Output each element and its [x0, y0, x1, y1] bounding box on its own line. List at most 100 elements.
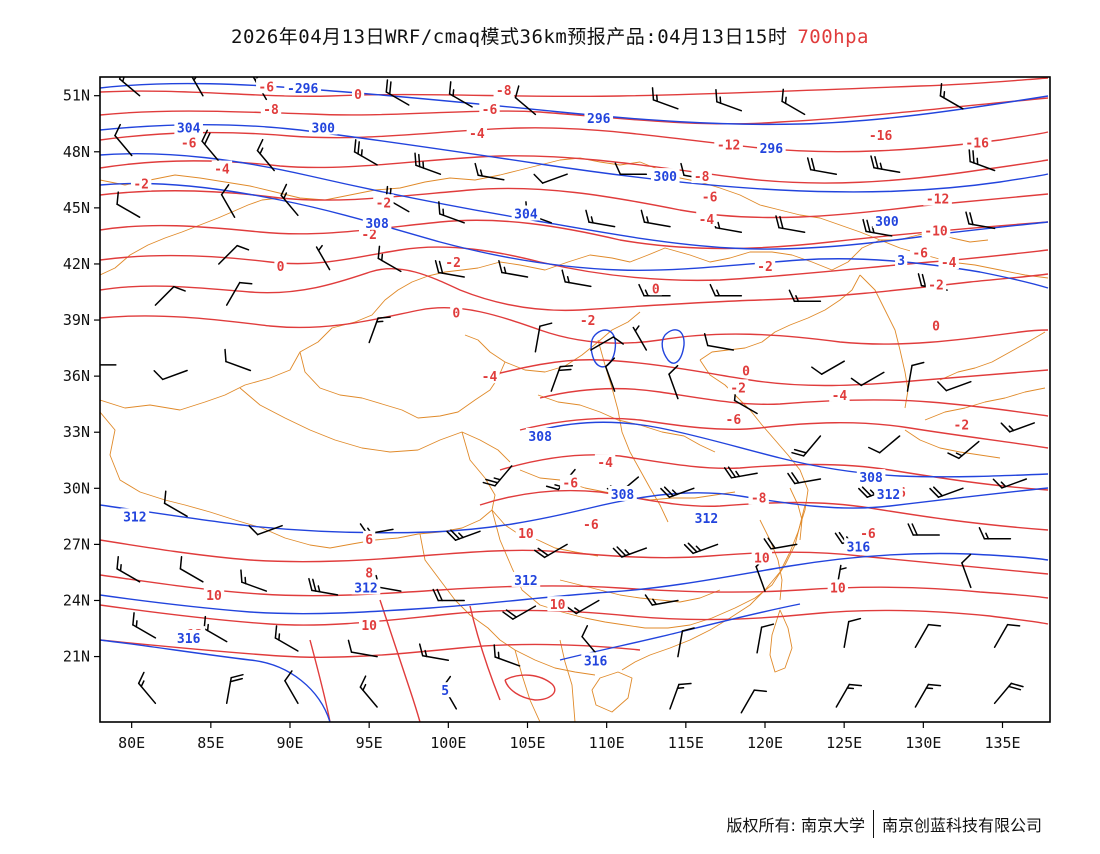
wind-barb-icon: [677, 627, 695, 658]
wind-barb-icon: [632, 325, 648, 351]
wind-barb-icon: [811, 360, 845, 375]
wind-barb-icon: [993, 682, 1024, 705]
wind-barb-icon: [565, 599, 600, 615]
x-axis: 80E 85E 90E 95E 100E 105E 110E 115E 120E 125E 130E…: [118, 722, 1021, 752]
wind-barb-icon: [368, 316, 391, 344]
height-label: 308: [859, 471, 883, 486]
y-tick-label: 51N: [63, 87, 90, 105]
wind-barb-icon: [482, 465, 513, 487]
y-tick-label: 30N: [63, 479, 90, 497]
wind-barb-icon: [992, 478, 1028, 489]
height-label: 312: [123, 510, 146, 525]
wind-barb-icon: [446, 529, 481, 541]
isotherm-label-bg: [727, 379, 749, 395]
height-label-bg: [874, 485, 903, 501]
contour-closed-1: [661, 329, 685, 364]
x-tick-label: 125E: [826, 734, 862, 752]
contour-300: [100, 124, 1049, 193]
height-label: 312: [877, 488, 900, 503]
wind-barb-icon: [651, 87, 679, 110]
wind-barb-icon: [993, 623, 1021, 648]
isotherm-label-bg: [691, 168, 712, 184]
isotherm-14: [479, 489, 1049, 531]
wind-barb-icon: [683, 542, 719, 555]
contour-320: [100, 639, 331, 722]
isotherm-label: -16: [869, 129, 893, 144]
wind-barb-icon: [137, 671, 157, 705]
isotherm-label: -4: [214, 163, 230, 178]
isotherm-label-bg: [256, 78, 277, 94]
wind-barb-icon: [947, 440, 980, 460]
wind-barb-icon: [703, 333, 735, 351]
isotherm-label-bg: [962, 134, 992, 150]
tibet-south-border: [100, 411, 493, 549]
y-tick-label: 21N: [63, 648, 90, 666]
isotherm-label: 10: [518, 527, 534, 542]
wind-barb-icon: [163, 490, 188, 518]
wind-barb-icon: [660, 486, 695, 498]
wind-barb-icon: [100, 364, 117, 366]
height-label: 304: [514, 207, 538, 222]
y-tick-label: 36N: [63, 367, 90, 385]
wind-barb-icon: [870, 155, 901, 174]
isotherm-label: 0: [932, 320, 940, 335]
height-label-bg: [174, 119, 203, 135]
isotherm-9: [100, 307, 1049, 345]
height-label-bg: [584, 110, 614, 126]
height-label-bg: [692, 510, 721, 526]
isotherm-label-bg: [130, 175, 152, 191]
title-main: 2026年04月13日WRF/cmaq模式36km预报产品:04月13日15时: [231, 26, 788, 48]
height-label-bg: [308, 119, 338, 135]
x-tick-label: 105E: [509, 734, 545, 752]
wind-barb-icon: [843, 617, 862, 648]
isotherm-label-bg: [723, 411, 744, 427]
height-label-bg: [439, 682, 452, 698]
wind-barb-icon: [638, 283, 671, 297]
height-label: 316: [584, 654, 608, 669]
isotherm-label: -16: [965, 136, 989, 151]
hainan-coast: [591, 671, 633, 713]
height-label: 312: [514, 574, 537, 589]
isotherm-label-bg: [178, 134, 199, 150]
isotherm-17: [100, 604, 1049, 626]
wind-barb-icon: [218, 244, 250, 265]
wind-barb-icon: [534, 543, 568, 559]
wind-barb-icon: [116, 556, 141, 583]
height-label: 304: [177, 121, 201, 136]
wind-barb-icon: [201, 129, 220, 162]
isotherm-label-bg: [649, 280, 662, 296]
height-label: 312: [695, 512, 718, 527]
wind-barb-icon: [850, 371, 885, 387]
x-tick-label: 130E: [905, 734, 941, 752]
wind-barb-icon: [835, 683, 863, 708]
isotherm-label: 0: [354, 88, 362, 103]
wind-barb-icon: [914, 623, 942, 648]
isotherm-label: 0: [277, 260, 285, 275]
isotherm-label: -12: [926, 193, 949, 208]
wind-barb-icon: [359, 675, 378, 708]
y-axis: 51N 48N 45N 42N 39N 36N 33N 30N 27N 24N 21N: [63, 87, 100, 666]
isotherm-label: -6: [181, 136, 197, 151]
height-label: 5: [441, 684, 449, 699]
isotherm-label-bg: [479, 368, 500, 384]
isotherm-label: 0: [452, 307, 460, 322]
isotherm-label-bg: [938, 254, 959, 270]
isotherm-label: -6: [702, 191, 718, 206]
wind-barb-icon: [775, 215, 806, 233]
isotherm-label-bg: [351, 85, 365, 101]
gansu-border: [504, 311, 641, 373]
height-label: 300: [875, 215, 899, 230]
wind-barb-icon: [220, 184, 236, 218]
height-label-bg: [511, 571, 541, 587]
copyright-text: 版权所有: 南京大学: [726, 816, 865, 835]
y-tick-label: 42N: [63, 255, 90, 273]
isotherm-label: -2: [954, 419, 970, 434]
wind-barb-icon: [377, 245, 402, 273]
wind-barb-icon: [781, 88, 806, 116]
isotherm-label-bg: [925, 276, 947, 292]
isotherm-label: -6: [583, 518, 599, 533]
wind-barb-icon: [438, 201, 465, 224]
isotherm-label-bg: [827, 579, 849, 595]
wind-barb-icon: [418, 643, 450, 662]
wind-barb-icon: [153, 369, 188, 381]
